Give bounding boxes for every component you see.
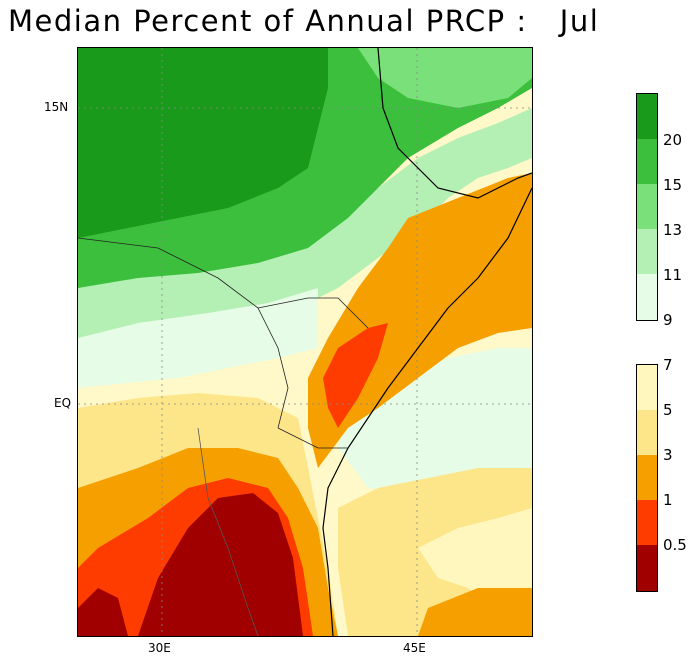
legend-swatch-3 xyxy=(637,455,657,500)
legend-swatch-11 xyxy=(637,229,657,274)
legend-label-3: 3 xyxy=(663,446,673,464)
legend-label-15: 15 xyxy=(663,176,683,194)
legend-label-5: 5 xyxy=(663,401,673,419)
legend-swatch-9 xyxy=(637,274,657,320)
legend-upper xyxy=(636,93,658,321)
map-canvas xyxy=(78,48,532,636)
legend-label-1: 1 xyxy=(663,491,673,509)
legend-swatch-13 xyxy=(637,184,657,229)
legend-lower xyxy=(636,364,658,592)
legend-swatch-0-5 xyxy=(637,545,657,591)
map-title: Median Percent of Annual PRCP : Jul xyxy=(8,4,600,38)
lon-label-45e: 45E xyxy=(403,641,426,655)
legend-swatch-1 xyxy=(637,500,657,545)
legend-swatch-5 xyxy=(637,410,657,455)
legend-label-13: 13 xyxy=(663,221,683,239)
legend-label-20: 20 xyxy=(663,131,683,149)
lat-label-15n: 15N xyxy=(44,100,69,114)
legend-label-11: 11 xyxy=(663,266,683,284)
lon-label-30e: 30E xyxy=(148,641,171,655)
legend-swatch-20 xyxy=(637,94,657,139)
legend-label-0-5: 0.5 xyxy=(663,536,687,554)
precipitation-map xyxy=(77,47,533,637)
legend-label-7: 7 xyxy=(663,356,673,374)
legend-label-9: 9 xyxy=(663,311,673,329)
lat-label-eq: EQ xyxy=(54,396,72,410)
legend-swatch-7 xyxy=(637,365,657,410)
legend-swatch-15 xyxy=(637,139,657,184)
